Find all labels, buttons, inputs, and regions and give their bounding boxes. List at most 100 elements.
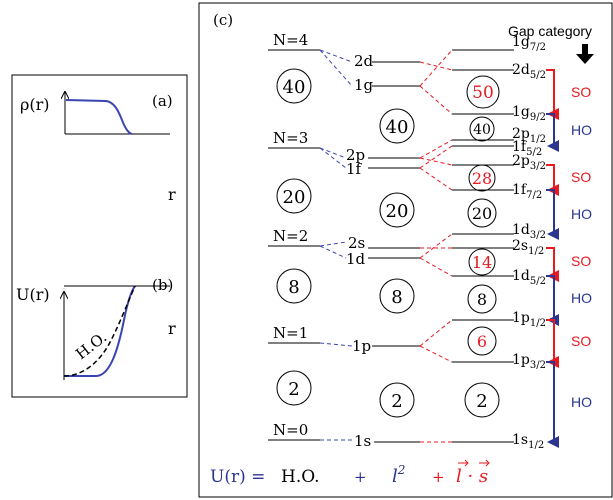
l2-level-label: 1f [346, 160, 363, 178]
harmonic-oscillator-curve [63, 285, 136, 377]
panel-a-xlabel: r [168, 185, 176, 204]
svg-text:40: 40 [283, 77, 306, 98]
magic-number-ls: 50 [466, 75, 500, 109]
gap-category-title: Gap category [508, 23, 592, 39]
ls-level-label: 1d3/2 [512, 222, 546, 241]
l2-column: 2d 1g 2p 1f 2s 1d 1p 1s 40 20 8 2 [346, 52, 420, 450]
ho-gap-bracket [546, 275, 559, 326]
ls-level-label: 1g7/2 [512, 34, 546, 53]
ls-level-label: 1s1/2 [512, 432, 544, 451]
panel-b-ylabel: U(r) [16, 285, 50, 304]
svg-text:2: 2 [288, 379, 299, 400]
ho-column: N=4 N=3 N=2 N=1 N=0 40 20 8 2 [268, 31, 320, 441]
ho-shell-label: N=2 [273, 227, 308, 245]
magic-number-ls: 2 [464, 382, 500, 418]
gap-label-ho: HO [571, 122, 592, 138]
magic-number-ls: 8 [467, 284, 497, 314]
l2-to-ls-connectors [419, 49, 453, 443]
gap-label-so: SO [571, 253, 591, 269]
vector-arrow-icon [458, 459, 469, 467]
equation-plus: + [432, 468, 445, 486]
ls-level-label: 1p1/2 [512, 310, 546, 329]
svg-text:50: 50 [472, 83, 494, 103]
svg-text:40: 40 [386, 117, 409, 138]
so-gap-bracket [546, 69, 559, 120]
ls-level-label: 1f7/2 [512, 182, 542, 201]
magic-number-ls: 14 [468, 248, 496, 276]
svg-text:14: 14 [472, 253, 492, 272]
gap-label-so: SO [571, 333, 591, 349]
so-gap-bracket [546, 164, 559, 196]
ls-level-label: 2p3/2 [512, 153, 546, 172]
ho-to-l2-connectors [319, 49, 353, 441]
svg-text:2: 2 [391, 391, 402, 412]
gap-brackets [546, 69, 559, 448]
magic-number-l2: 8 [379, 278, 415, 314]
magic-number-ls: 20 [467, 198, 497, 228]
density-curve [65, 99, 133, 135]
ls-level-label: 2s1/2 [512, 238, 544, 257]
ho-gap-bracket [546, 113, 559, 152]
ho-shell-label: N=3 [273, 129, 308, 147]
svg-text:40: 40 [473, 122, 491, 138]
ho-gap-bracket [546, 361, 559, 448]
potential-equation: U(r) = H.O. + l2 + l · s [210, 459, 490, 487]
equation-l2-term: l2 [392, 463, 405, 487]
svg-text:8: 8 [288, 277, 299, 298]
magic-number-ls: 28 [468, 164, 496, 192]
ho-shell-label: N=4 [273, 31, 308, 49]
panel-b-xlabel: r [168, 319, 176, 338]
ls-level-label: 2d5/2 [512, 62, 546, 81]
equation-plus: + [354, 468, 367, 486]
right-panel: (c) Gap category N=4 N=3 N=2 N=1 N=0 40 … [198, 2, 613, 498]
l2-level-label: 1g [354, 76, 374, 94]
magic-number-ho: 20 [276, 178, 312, 214]
ho-curve-label: H.O. [72, 328, 110, 363]
gap-label-so: SO [571, 169, 591, 185]
svg-text:2: 2 [476, 391, 487, 412]
panel-c-label: (c) [213, 11, 233, 29]
magic-number-ho: 2 [276, 370, 312, 406]
so-gap-bracket [546, 247, 559, 282]
magic-number-ho: 40 [276, 68, 312, 104]
ls-level-label: 2p1/2 [512, 126, 546, 145]
ls-level-label: 1f5/2 [512, 139, 542, 158]
magic-number-l2: 40 [379, 108, 415, 144]
equation-ls-term: l · s [456, 466, 488, 487]
ls-level-label: 1g9/2 [512, 104, 546, 123]
svg-text:28: 28 [472, 169, 492, 188]
ho-shell-label: N=1 [273, 324, 308, 342]
gap-category-arrow-icon [576, 44, 594, 64]
ls-level-label: 1d5/2 [512, 268, 546, 287]
left-panel: (a) ρ(r) r (b) U(r) H.O. r [11, 74, 188, 398]
vector-arrow-icon [479, 459, 490, 467]
l2-level-label: 2p [346, 146, 365, 164]
panel-a-label: (a) [152, 92, 173, 110]
magic-number-ls: 40 [469, 116, 495, 142]
l2-level-label: 1d [346, 250, 366, 268]
gap-label-so: SO [571, 84, 591, 100]
gap-label-ho: HO [571, 206, 592, 222]
panel-b-label: (b) [152, 276, 173, 294]
l2-level-label: 1s [354, 432, 371, 450]
svg-text:8: 8 [391, 287, 402, 308]
l2-level-label: 2d [354, 52, 374, 70]
l2-level-label: 2s [348, 234, 365, 252]
so-gap-bracket [546, 319, 559, 368]
svg-text:20: 20 [472, 204, 492, 223]
magic-number-ho: 8 [276, 268, 312, 304]
right-panel-frame [198, 2, 613, 498]
magic-number-l2: 2 [379, 382, 415, 418]
ho-shell-label: N=0 [273, 421, 308, 439]
gap-label-ho: HO [571, 290, 592, 306]
equation-ho-term: H.O. [281, 467, 320, 487]
magic-number-ls: 6 [467, 326, 497, 356]
gap-labels: SO HO SO HO SO HO SO HO [571, 84, 592, 410]
ls-level-label: 1p3/2 [512, 352, 546, 371]
magic-number-l2: 20 [379, 192, 415, 228]
ho-gap-bracket [546, 189, 559, 240]
svg-text:20: 20 [386, 201, 409, 222]
svg-text:6: 6 [477, 332, 487, 351]
gap-label-ho: HO [571, 394, 592, 410]
